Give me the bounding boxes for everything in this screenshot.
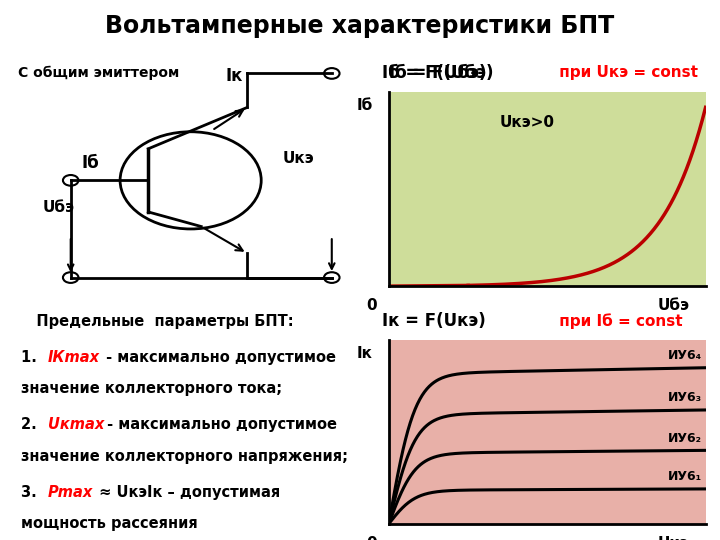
Text: Uбэ: Uбэ <box>658 298 690 313</box>
Text: Iб = F(Uбэ): Iб = F(Uбэ) <box>389 64 493 82</box>
Text: 1.: 1. <box>22 350 42 365</box>
Text: Pmax: Pmax <box>48 485 93 500</box>
Text: Iб: Iб <box>81 154 99 172</box>
Text: ИУ6₁: ИУ6₁ <box>667 470 702 483</box>
Text: мощность рассеяния: мощность рассеяния <box>22 516 198 531</box>
Text: Предельные  параметры БПТ:: Предельные параметры БПТ: <box>22 314 294 329</box>
Text: Вольтамперные характеристики БПТ: Вольтамперные характеристики БПТ <box>105 14 615 38</box>
Text: Uкэ>0: Uкэ>0 <box>500 115 554 130</box>
Text: - максимально допустимое: - максимально допустимое <box>102 417 338 433</box>
Text: Iк: Iк <box>357 346 373 361</box>
Text: Iк: Iк <box>226 67 243 85</box>
Text: Iб = F(Uбэ): Iб = F(Uбэ) <box>382 64 486 82</box>
Text: при Iб = const: при Iб = const <box>554 313 683 329</box>
Text: 0: 0 <box>366 536 377 540</box>
Text: ИУ6₃: ИУ6₃ <box>667 392 702 404</box>
Text: Iк = F(Uкэ): Iк = F(Uкэ) <box>382 312 485 330</box>
Text: IКmax: IКmax <box>48 350 100 365</box>
Text: значение коллекторного тока;: значение коллекторного тока; <box>22 381 282 396</box>
Text: - максимально допустимое: - максимально допустимое <box>101 350 336 365</box>
Text: Uкэ: Uкэ <box>282 151 314 166</box>
Text: 2.: 2. <box>22 417 42 433</box>
Text: Uкэ: Uкэ <box>658 536 690 540</box>
Text: ИУ6₄: ИУ6₄ <box>667 349 702 362</box>
Text: 3.: 3. <box>22 485 42 500</box>
Text: значение коллекторного напряжения;: значение коллекторного напряжения; <box>22 449 348 464</box>
Text: при Uкэ = const: при Uкэ = const <box>554 65 698 80</box>
Text: Iб: Iб <box>357 98 374 113</box>
Text: 0: 0 <box>366 298 377 313</box>
Text: Uбэ: Uбэ <box>42 200 74 215</box>
Text: ИУ6₂: ИУ6₂ <box>667 432 701 445</box>
Text: Iб = F(Uбэ) при Uкэ = const: Iб = F(Uбэ) при Uкэ = const <box>389 64 651 82</box>
Text: ≈ UкэIк – допустимая: ≈ UкэIк – допустимая <box>94 485 280 500</box>
Text: С общим эмиттером: С общим эмиттером <box>18 66 179 80</box>
Text: Uкmax: Uкmax <box>48 417 104 433</box>
